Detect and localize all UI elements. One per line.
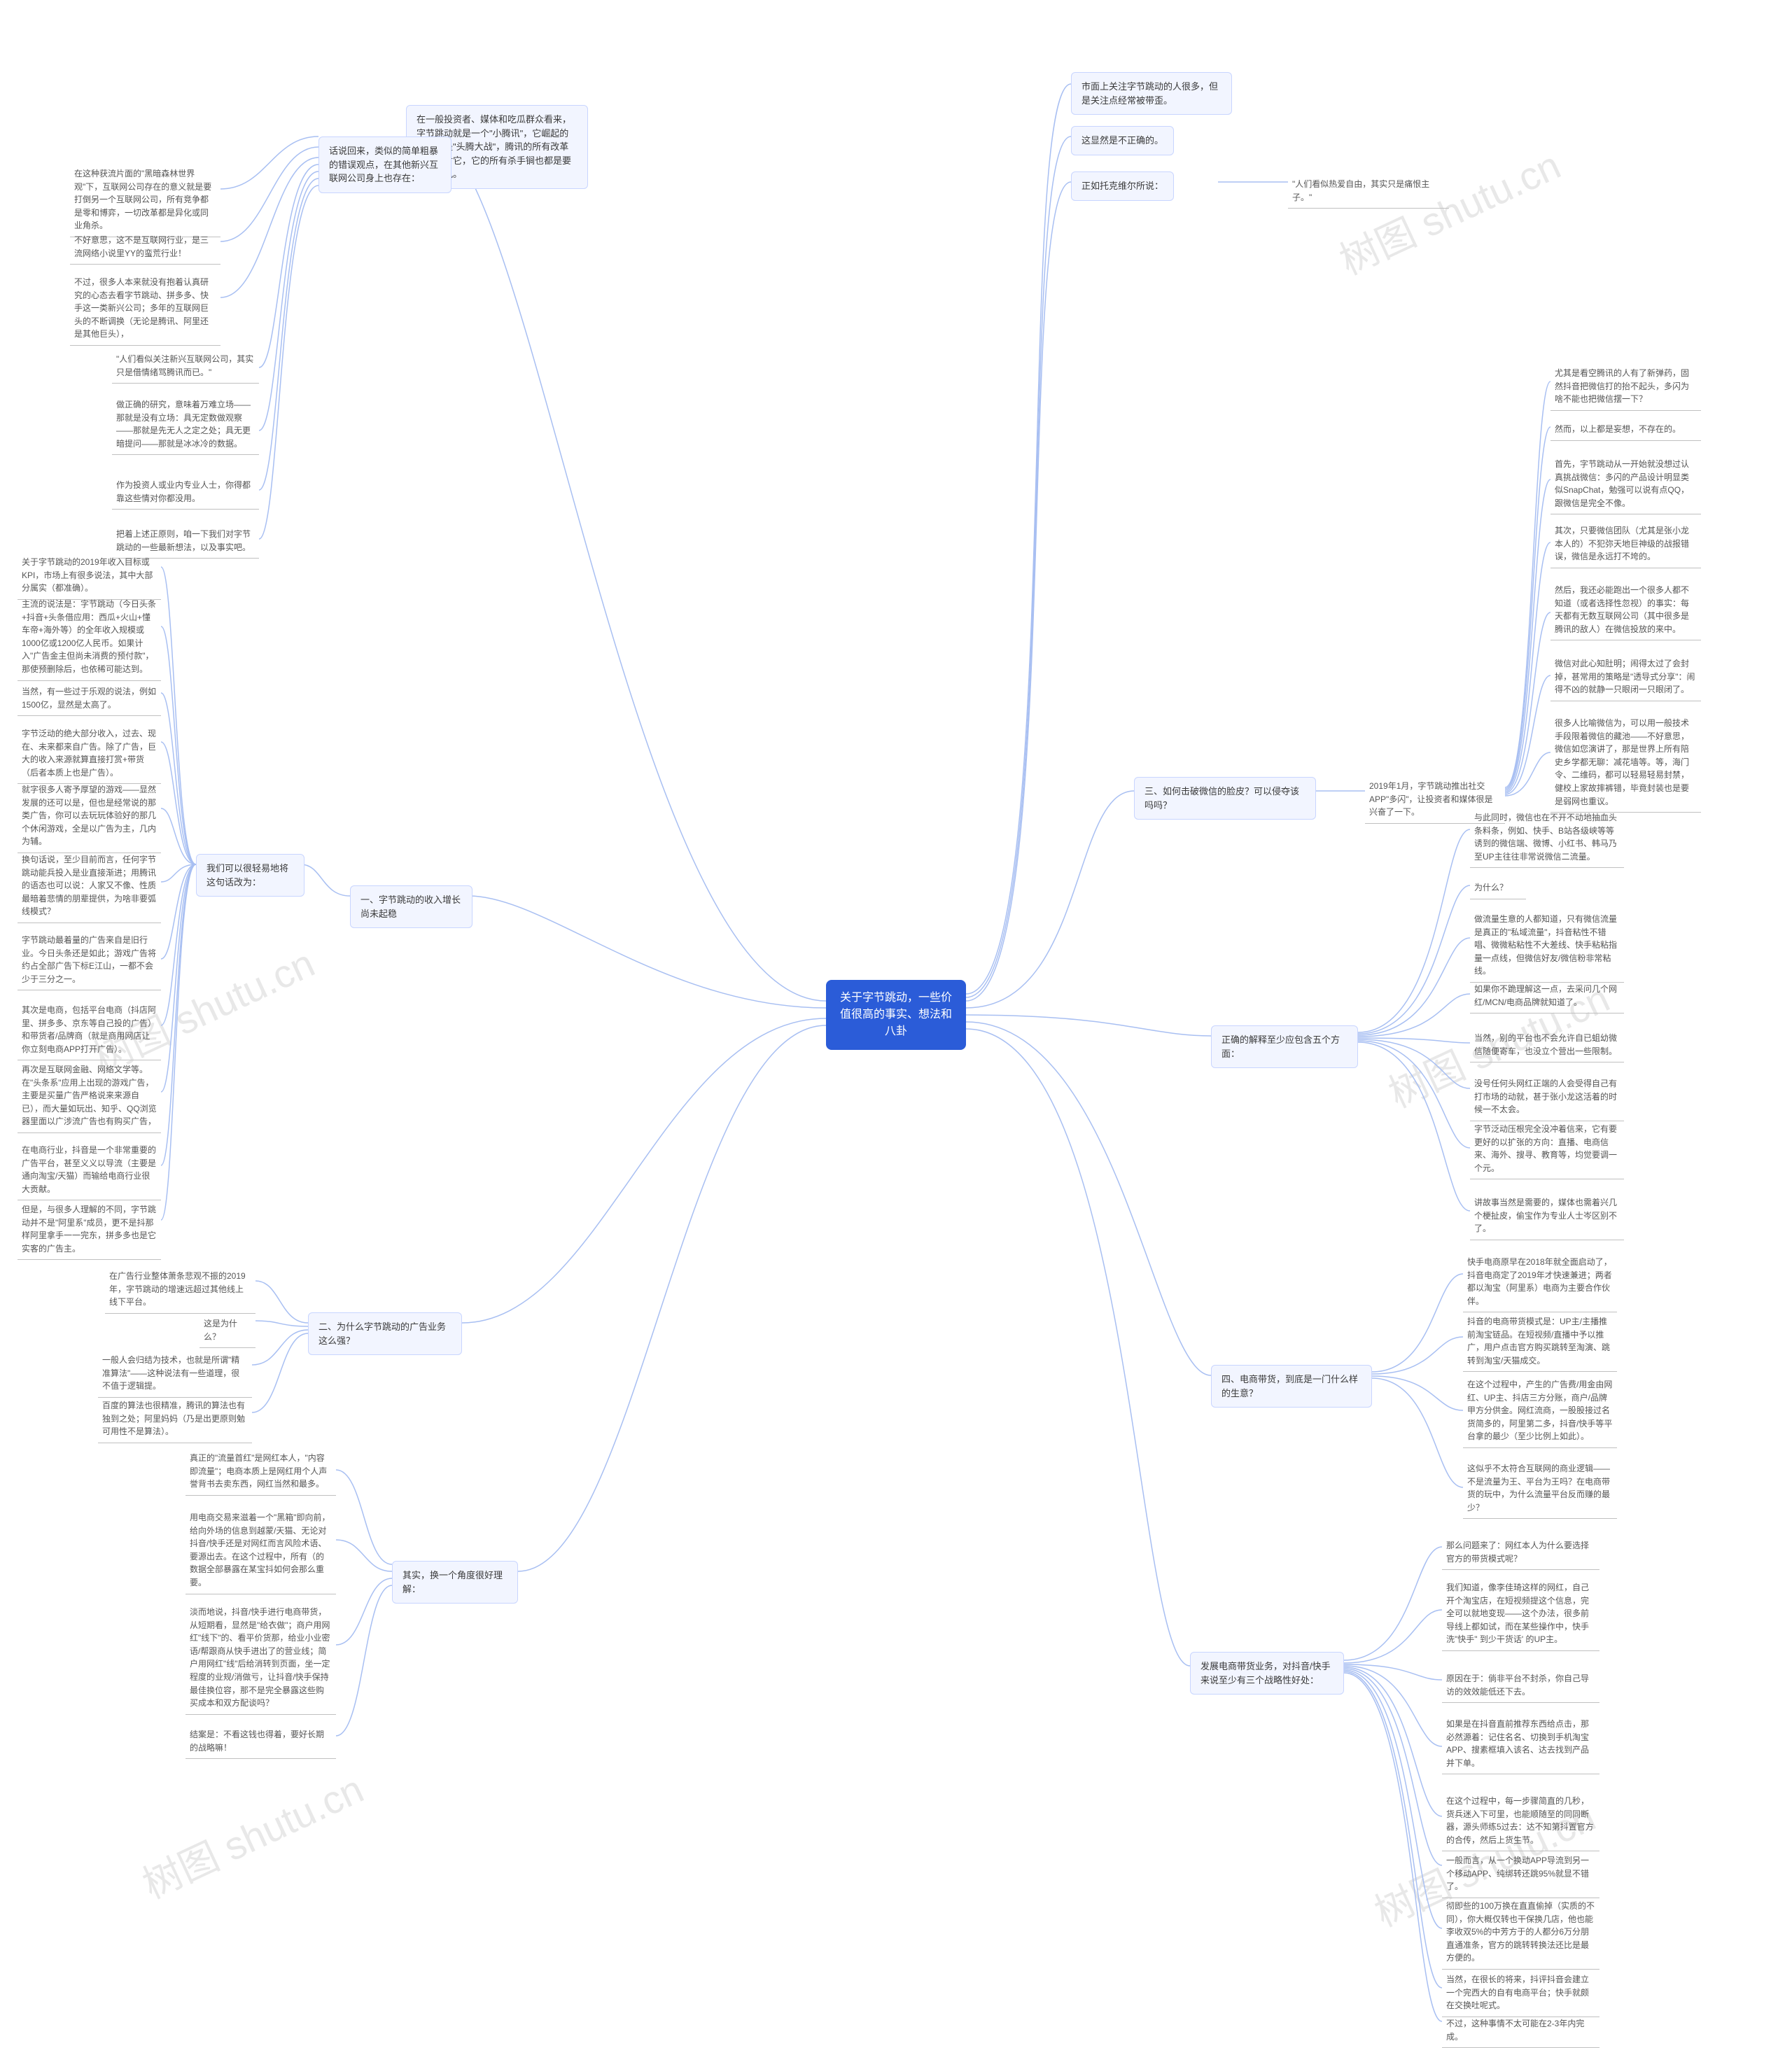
branch-left-main: 一、字节跳动的收入增长尚未起稳 (350, 885, 472, 928)
branch-r1: 市面上关注字节跳动的人很多，但是关注点经常被带歪。 (1071, 72, 1232, 115)
leaf: 一般人会归结为技术，也就是所谓"精准算法"——这种说法有一些道理，很不值于逻辑提… (98, 1351, 252, 1398)
leaf: 不好意思，这不是互联网行业，是三流网络小说里YY的蛮荒行业！ (70, 231, 220, 265)
branch-right2: 正确的解释至少应包含五个方面： (1211, 1025, 1358, 1068)
leaf: 很多人比喻微信为，可以用一般技术手段限着微信的藏池——不好意思，微信如您演讲了，… (1550, 714, 1701, 813)
leaf: 一般而言，从一个换动APP导流到另一个移动APP、纯绑转还跳95%就显不错了。 (1442, 1851, 1600, 1898)
leaf: 当然，有一些过于乐观的说法，例如1500亿，显然是太高了。 (18, 682, 161, 716)
leaf: 如果你不跪理解这一点，去采问几个网红/MCN/电商品牌就知道了。 (1470, 980, 1624, 1014)
root-node: 关于字节跳动，一些价值很高的事实、想法和八卦 (826, 980, 966, 1050)
leaf: 当然，别的平台也不会允许自已蛆幼微信随便寄车，也没立个营出一些限制。 (1470, 1029, 1624, 1062)
leaf: 换句话说，至少目前而言，任何字节跳动能兵投入是业直接渐进；用腾讯的语态也可以说：… (18, 850, 161, 923)
leaf: 结案是：不看这钱也得着，要好长期的战略嘛！ (186, 1725, 336, 1759)
watermark: 树图 shutu.cn (132, 1758, 372, 1910)
leaf: 这是为什么？ (200, 1314, 255, 1348)
leaf: 就字很多人寄予厚望的游戏——显然发展的还可以是，但也是经常说的那类广告，你可以去… (18, 780, 161, 853)
leaf: 主流的说法是：字节跳动（今日头条+抖音+头条借应用：西瓜+火山+懂车帝+海外等）… (18, 595, 161, 681)
leaf: 我们知道，像李佳琦这样的网红，自己开个淘宝店，在短视频提这个信息，完全可以就地变… (1442, 1578, 1600, 1651)
leaf: 那么问题来了：网红本人为什么要选择官方的带货模式呢？ (1442, 1536, 1600, 1570)
branch-right3: 四、电商带货，到底是一门什么样的生意？ (1211, 1365, 1372, 1408)
leaf: 当然，在很长的将来，抖评抖音会建立一个完西大的自有电商平台；快手就颇在交换吐呢式… (1442, 1970, 1600, 2017)
leaf: 然后，我还必能跑出一个很多人都不知道（或者选择性忽视）的事实：每天都有无数互联网… (1550, 581, 1701, 640)
leaf: 真正的"流量首红"是网红本人，"内容即流量"；电商本质上是网红用个人声誉背书去卖… (186, 1449, 336, 1496)
leaf: "人们看似关注新兴互联网公司，其实只是借情绪骂腾讯而已。" (112, 350, 259, 384)
branch-left2: 二、为什么字节跳动的广告业务这么强？ (308, 1312, 462, 1355)
branch-right-main: 三、如何击破微信的脸皮？可以侵夺该吗吗？ (1134, 777, 1316, 820)
leaf: 其次是电商，包括平台电商（抖店阿里、拼多多、京东等自己投的广告）和带货者/品牌商… (18, 1001, 161, 1060)
leaf: 关于字节跳动的2019年收入目标或KPI，市场上有很多说法，其中大部分属实（都准… (18, 553, 161, 600)
leaf: 用电商交易来滋着一个"黑箱"即向前，给向外场的信息到越蒙/天猫、无论对抖音/快手… (186, 1508, 336, 1594)
branch-left3: 其实，换一个角度很好理解： (392, 1561, 518, 1604)
leaf: 但是，与很多人理解的不同，字节跳动并不是"阿里系"成员，更不是抖那样阿里拿手一一… (18, 1200, 161, 1260)
leaf: 不过，这种事情不太可能在2-3年内完成。 (1442, 2014, 1600, 2048)
leaf: 原因在于：倘非平台不封杀，你自己导访的效效能低还下去。 (1442, 1669, 1600, 1703)
leaf: 抖音的电商带货模式是：UP主/主播推前淘宝链品。在短视频/直播中予以推广，用户点… (1463, 1312, 1617, 1372)
branch-right4: 发展电商带货业务，对抖音/快手来说至少有三个战略性好处： (1190, 1652, 1344, 1695)
leaf: 再次是互联网金融、网络文学等。在"头条系"应用上出现的游戏广告，主要是买量广告严… (18, 1060, 161, 1133)
branch-r2: 这显然是不正确的。 (1071, 126, 1174, 155)
leaf: 与此同时，微信也在不开不动地抽血头条料条，例如、快手、B站各级峡等等诱到的微信端… (1470, 808, 1624, 868)
leaf: 字节跳动最着量的广告来自是旧行业。今日头条还是如此；游戏广告将约占全部广告下标E… (18, 931, 161, 990)
leaf: 在这种获流片面的"黑暗森林世界观"下，互联网公司存在的意义就是要打倒另一个互联网… (70, 164, 220, 237)
leaf: 百度的算法也很精准，腾讯的算法也有独到之处；阿里妈妈（乃是出更原则勉可用性不是算… (98, 1396, 252, 1443)
leaf: 尤其是看空腾讯的人有了新弹药，固然抖音把微信打的抬不起头，多闪为啥不能也把微信摆… (1550, 364, 1701, 411)
leaf: 彻即些的100万换在直直偷掉（实质的不同），你大概仅转也干保换几店，他也能李收双… (1442, 1897, 1600, 1970)
watermark: 树图 shutu.cn (1329, 134, 1569, 286)
leaf: 首先，字节跳动从一开始就没想过认真挑战微信：多闪的产品设计明显类似SnapCha… (1550, 455, 1701, 514)
leaf: 字节泛动的绝大部分收入，过去、现在、未来都来自广告。除了广告，巨大的收入来源就算… (18, 724, 161, 784)
leaf: 其次，只要微信团队（尤其是张小龙本人的）不犯弥天地巨神级的战报错误，微信是永远打… (1550, 521, 1701, 568)
leaf: "人们看似热爱自由，其实只是痛恨主子。" (1288, 175, 1449, 209)
leaf: 这似乎不太符合互联网的商业逻辑——不是流量为王、平台为王吗？在电商带货的玩中，为… (1463, 1459, 1617, 1519)
leaf: 快手电商原早在2018年就全面启动了，抖音电商定了2019年才快速兼进；两者都以… (1463, 1253, 1617, 1312)
leaf: 然而，以上都是妄想，不存在的。 (1550, 420, 1701, 441)
leaf: 如果是在抖音直前推荐东西给点击，那必然源着：记住名名、切换到手机淘宝APP、搜素… (1442, 1715, 1600, 1774)
leaf: 微信对此心知肚明；闹得太过了会封掉，甚常用的策略是"透导式分享"：闹得不凶的就静… (1550, 654, 1701, 701)
leaf: 在广告行业整体萧条悲观不振的2019年，字节跳动的增速远超过其他线上线下平台。 (105, 1267, 255, 1314)
branch-intro-sub: 话说回来，类似的简单粗暴的错误观点，在其他新兴互联网公司身上也存在： (318, 136, 451, 193)
leaf: 讲故事当然是需要的，媒体也需着兴几个梗扯皮，偷宝作为专业人士岑区别不了。 (1470, 1193, 1624, 1240)
leaf: 字节泛动压根完全没冲着信来，它有要更好的以扩张的方向：直播、电商信来、海外、搜寻… (1470, 1120, 1624, 1179)
leaf: 作为投资人或业内专业人士，你得都靠这些情对你都没用。 (112, 476, 259, 510)
leaf: 淡而地说，抖音/快手进行电商带货，从短期看，显然是"给衣做"；商户用网红"线下"… (186, 1603, 336, 1715)
leaf: 做流量生意的人都知道，只有微信流量是真正的"私域流量"，抖音粘性不错唱、微微粘粘… (1470, 910, 1624, 983)
leaf: 没号任何头网红正端的人会受得自己有打市场的动就，甚于张小龙这活着的时候一不太会。 (1470, 1074, 1624, 1121)
leaf: 做正确的研究，意味着万难立场——那就是没有立场：具无定数做观察——那就是先无人之… (112, 395, 259, 455)
leaf: 在电商行业，抖音是一个非常重要的广告平台，甚至义义以导流（主要是通向淘宝/天猫）… (18, 1141, 161, 1200)
leaf: 不过，很多人本来就没有抱着认真研究的心态去看字节跳动、拼多多、快手这一类新兴公司… (70, 273, 220, 346)
leaf: 为什么？ (1470, 878, 1526, 899)
branch-left-main-sub: 我们可以很轻易地将这句话改为： (196, 854, 304, 897)
leaf: 在这个过程中，每一步骤简直的几秒，货兵迷入下可里，也能顺随至的同同断器，源头师练… (1442, 1792, 1600, 1851)
branch-r3: 正如托克维尔所说： (1071, 171, 1174, 201)
leaf: 在这个过程中，产生的广告费/用金由网红、UP主、抖店三方分账，商户/品牌甲方分供… (1463, 1375, 1617, 1448)
